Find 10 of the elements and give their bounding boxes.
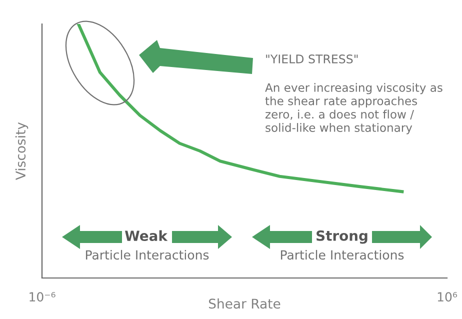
y-axis-title: Viscosity (15, 122, 28, 180)
x-axis-title: Shear Rate (208, 298, 280, 309)
annotation: Strong (316, 230, 368, 244)
annotation: Particle Interactions (280, 250, 404, 260)
annotation: "YIELD STRESS" (266, 54, 358, 64)
annotation: An ever increasing viscosity as the shear rate approaches zero, i.e. a does not flow / solid-like when stationary (265, 83, 442, 134)
annotation: Weak (124, 230, 168, 242)
x-tick-label: 10⁻⁶ (30, 292, 56, 302)
x-tick-label: 10⁶ (438, 292, 458, 302)
annotation: Particle Interactions (86, 250, 209, 260)
